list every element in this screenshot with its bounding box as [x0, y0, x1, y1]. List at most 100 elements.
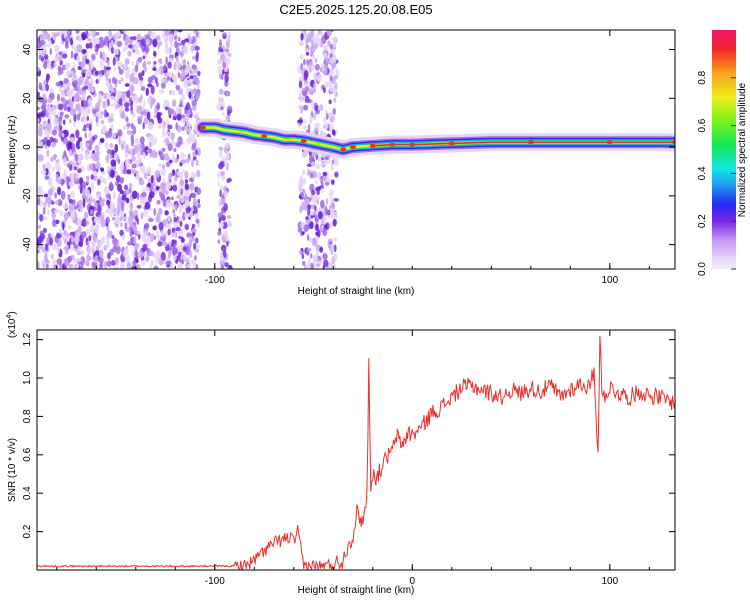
noise-speckle [37, 260, 40, 269]
noise-speckle [65, 129, 69, 138]
noise-speckle [163, 34, 169, 44]
noise-speckle [68, 198, 74, 204]
noise-speckle [116, 132, 121, 137]
noise-speckle [93, 218, 97, 223]
noise-speckle [89, 78, 94, 84]
noise-speckle [323, 159, 328, 166]
noise-speckle [58, 56, 62, 62]
noise-speckle [310, 211, 315, 216]
noise-speckle [196, 169, 201, 178]
noise-speckle [84, 152, 89, 161]
noise-speckle [330, 242, 334, 251]
noise-speckle [97, 93, 102, 98]
noise-speckle [165, 260, 172, 266]
noise-speckle [37, 249, 40, 254]
noise-speckle [302, 150, 308, 158]
noise-speckle [141, 192, 147, 197]
noise-speckle [66, 163, 71, 168]
noise-speckle [63, 157, 67, 166]
noise-speckle [158, 221, 164, 231]
noise-speckle [39, 232, 46, 240]
noise-speckle [41, 102, 47, 110]
noise-speckle [188, 195, 191, 202]
noise-speckle [110, 47, 114, 54]
noise-speckle [153, 235, 156, 240]
noise-speckle [126, 90, 131, 98]
noise-speckle [149, 190, 155, 199]
noise-speckle [112, 216, 115, 221]
noise-speckle [125, 159, 131, 168]
noise-speckle [68, 203, 74, 212]
noise-speckle [63, 138, 67, 145]
noise-speckle [43, 30, 49, 40]
noise-speckle [95, 245, 100, 251]
noise-speckle [91, 261, 97, 268]
noise-speckle [184, 179, 188, 184]
noise-speckle [177, 136, 183, 145]
noise-speckle [99, 138, 105, 144]
noise-speckle [88, 42, 93, 49]
noise-speckle [89, 155, 93, 160]
noise-speckle [139, 76, 144, 81]
noise-speckle [140, 86, 146, 91]
noise-speckle [319, 177, 325, 183]
noise-speckle [109, 154, 113, 160]
noise-speckle [187, 137, 191, 144]
noise-speckle [157, 124, 163, 129]
noise-speckle [180, 51, 184, 59]
noise-speckle [45, 263, 49, 269]
noise-speckle [181, 93, 186, 101]
noise-speckle [317, 156, 321, 163]
noise-speckle [166, 157, 171, 162]
colorbar-tick-label: 0.4 [697, 166, 708, 180]
noise-speckle [169, 33, 173, 39]
noise-speckle [75, 129, 80, 139]
noise-speckle [56, 258, 62, 265]
noise-speckle [130, 110, 134, 115]
noise-speckle [64, 257, 69, 267]
noise-speckle [171, 239, 177, 244]
noise-speckle [333, 75, 339, 80]
noise-speckle [155, 231, 160, 238]
noise-speckle [114, 257, 119, 266]
ridge-hotspot [409, 142, 416, 147]
noise-speckle [305, 52, 309, 56]
noise-speckle [69, 231, 76, 236]
noise-speckle [156, 102, 160, 111]
noise-speckle [184, 183, 189, 191]
noise-speckle [193, 242, 197, 250]
noise-speckle [72, 159, 77, 166]
noise-speckle [179, 172, 184, 181]
noise-speckle [331, 179, 335, 185]
noise-speckle [195, 149, 198, 156]
noise-speckle [45, 259, 50, 264]
noise-speckle [153, 266, 158, 269]
noise-speckle [119, 216, 123, 221]
noise-speckle [44, 252, 48, 262]
noise-speckle [220, 161, 225, 166]
noise-speckle [323, 64, 327, 69]
noise-speckle [100, 120, 105, 125]
noise-speckle [99, 59, 104, 68]
noise-speckle [37, 112, 43, 118]
noise-speckle [152, 55, 156, 60]
noise-speckle [217, 58, 223, 65]
noise-speckle [43, 193, 49, 198]
noise-speckle [141, 142, 145, 151]
noise-speckle [69, 110, 76, 116]
noise-speckle [308, 155, 313, 164]
noise-speckle [223, 203, 229, 212]
noise-speckle [103, 65, 107, 74]
noise-speckle [329, 196, 335, 203]
noise-speckle [217, 231, 222, 236]
noise-speckle [331, 116, 336, 123]
noise-speckle [70, 211, 76, 221]
noise-speckle [317, 211, 323, 220]
noise-speckle [64, 245, 69, 255]
noise-speckle [49, 47, 52, 56]
noise-speckle [300, 105, 304, 114]
noise-speckle [44, 175, 50, 180]
noise-speckle [189, 251, 193, 258]
noise-speckle [78, 80, 83, 86]
noise-speckle [145, 39, 150, 45]
